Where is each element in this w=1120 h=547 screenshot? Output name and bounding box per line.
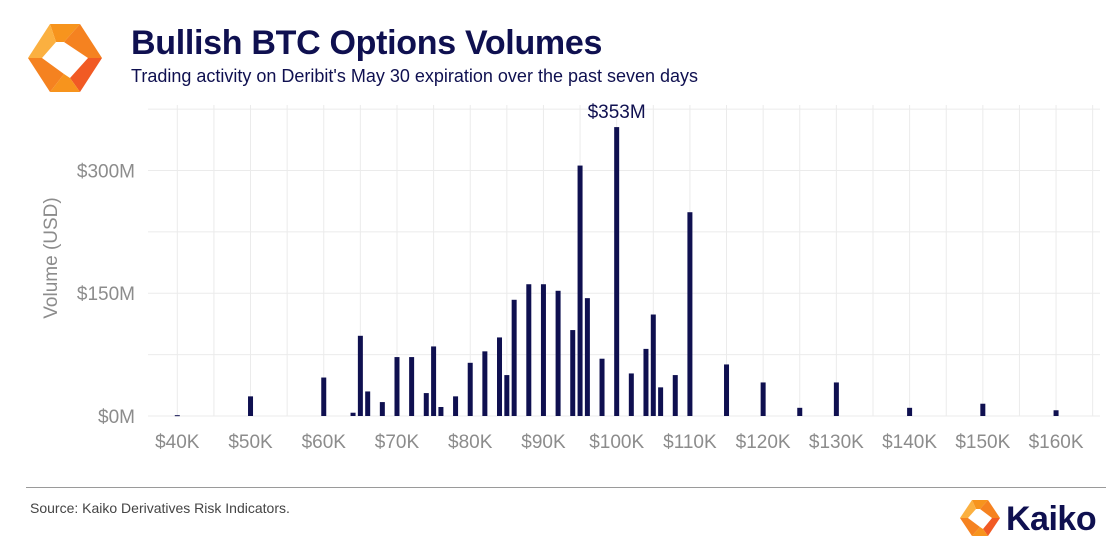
x-tick-label: $40K (155, 432, 200, 453)
bar (321, 377, 327, 416)
y-tick-label: $0M (98, 407, 135, 428)
x-tick-label: $140K (882, 432, 937, 453)
bar (658, 387, 664, 416)
kaiko-logo-icon (28, 24, 102, 92)
x-tick-label: $60K (302, 432, 347, 453)
bar (497, 337, 503, 416)
bar (833, 382, 839, 416)
bar (504, 375, 510, 416)
bar-chart: $0M $150M $300M $40K $50K $60K $70K $80K $90K $10… (41, 102, 1100, 453)
y-axis-label: Volume (USD) (41, 197, 62, 318)
x-tick-label: $130K (809, 432, 864, 453)
bar (570, 330, 576, 416)
kaiko-brand-icon (960, 500, 1000, 536)
x-tick-label: $50K (228, 432, 273, 453)
bar (379, 402, 385, 416)
bar (365, 391, 371, 416)
bar (350, 412, 356, 416)
bar (540, 284, 546, 416)
x-tick-label: $70K (375, 432, 420, 453)
grid-lines (148, 105, 1100, 417)
bar (643, 348, 649, 416)
bar (248, 396, 254, 416)
bars (174, 127, 1059, 417)
bar (438, 406, 444, 416)
brand-name: Kaiko (1006, 500, 1097, 538)
x-tick-label: $110K (663, 432, 717, 453)
bar (650, 314, 656, 416)
bar (511, 299, 517, 416)
x-tick-label: $120K (736, 432, 791, 453)
source-note: Source: Kaiko Derivatives Risk Indicator… (30, 500, 290, 516)
bar (394, 357, 400, 416)
bar (453, 396, 459, 416)
bar (577, 165, 583, 416)
bar (555, 290, 561, 416)
bar (357, 335, 363, 416)
footer-divider (26, 487, 1106, 488)
bar (599, 358, 605, 416)
y-tick-label: $150M (77, 284, 135, 305)
x-tick-label: $150K (955, 432, 1010, 453)
bar (687, 212, 693, 416)
bar (614, 127, 620, 417)
bar (174, 415, 180, 417)
bar (672, 375, 678, 416)
bar (1053, 410, 1059, 416)
bar (584, 298, 590, 416)
chart-title: Bullish BTC Options Volumes (131, 24, 603, 62)
bar (724, 364, 730, 416)
axis-labels: $0M $150M $300M $40K $50K $60K $70K $80K $90K $10… (77, 102, 1084, 453)
x-tick-label: $160K (1029, 432, 1084, 453)
bar (467, 362, 473, 416)
bar (526, 284, 532, 416)
bar (760, 382, 766, 416)
chart-subtitle: Trading activity on Deribit's May 30 exp… (131, 66, 699, 86)
data-label: $353M (588, 102, 646, 123)
bar (980, 403, 986, 416)
x-tick-label: $90K (521, 432, 566, 453)
bar (628, 373, 634, 416)
x-tick-label: $100K (589, 432, 644, 453)
bar (409, 357, 415, 416)
bar (431, 346, 437, 416)
bar (907, 407, 913, 416)
bar (423, 393, 429, 416)
bar (482, 351, 488, 416)
bar (797, 407, 803, 416)
x-tick-label: $80K (448, 432, 493, 453)
y-tick-label: $300M (77, 161, 135, 182)
